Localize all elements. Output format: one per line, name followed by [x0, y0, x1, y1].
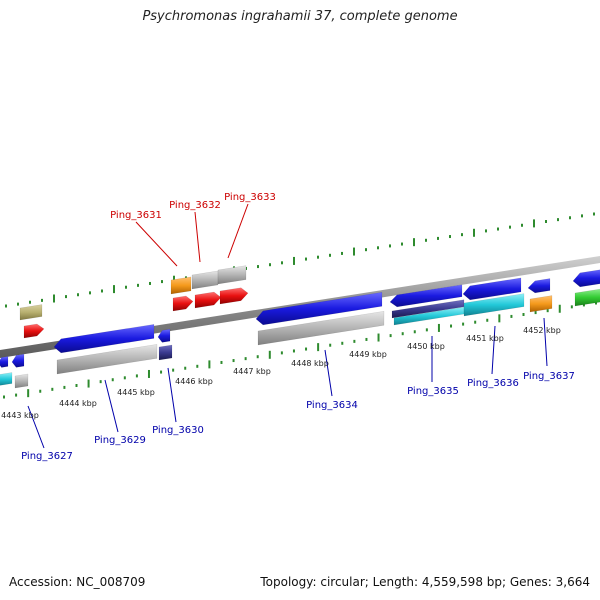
gene-ping-3634[interactable]	[255, 291, 383, 326]
kbp-label: 4448 kbp	[291, 359, 329, 368]
gene-grey-3629[interactable]	[56, 344, 158, 375]
sequence-track: 4443 kbp 4444 kbp 4445 kbp 4446 kbp 4447 kbp…	[0, 192, 600, 462]
leader-line	[135, 221, 178, 267]
leader-line	[227, 203, 249, 259]
kbp-label: 4443 kbp	[1, 411, 39, 420]
gene-ping-3633[interactable]	[217, 265, 247, 285]
gene-label-upper[interactable]: Ping_3633	[224, 192, 276, 203]
gene-cyan-edge[interactable]	[0, 372, 13, 386]
gene-red-3628b[interactable]	[23, 323, 45, 339]
kbp-label: 4444 kbp	[59, 399, 97, 408]
gene-ping-3636[interactable]	[462, 277, 522, 301]
kbp-label: 4451 kbp	[466, 334, 504, 343]
lower-tick-track	[3, 301, 597, 399]
gene-ping-3630[interactable]	[158, 344, 173, 361]
gene-label-lower[interactable]: Ping_3634	[306, 400, 358, 411]
gene-label-lower[interactable]: Ping_3637	[523, 371, 575, 382]
gene-blue-edge[interactable]	[0, 356, 9, 368]
kbp-label: 4450 kbp	[407, 342, 445, 351]
gene-red-3633b[interactable]	[219, 287, 249, 305]
leader-line	[167, 367, 177, 423]
gene-blue-edge-right[interactable]	[572, 269, 600, 288]
kbp-label: 4447 kbp	[233, 367, 271, 376]
gene-label-upper[interactable]: Ping_3631	[110, 210, 162, 221]
gene-label-lower[interactable]: Ping_3629	[94, 435, 146, 446]
genome-summary-text: Topology: circular; Length: 4,559,598 bp…	[260, 575, 590, 589]
kbp-label: 4452 kbp	[523, 326, 561, 335]
kbp-label: 4449 kbp	[349, 350, 387, 359]
gene-red-3631b[interactable]	[172, 295, 194, 312]
gene-ping-3629[interactable]	[53, 324, 155, 354]
gene-ping-3637a[interactable]	[527, 278, 551, 294]
leader-line	[27, 405, 45, 449]
gene-ping-3637[interactable]	[529, 295, 553, 313]
gene-label-lower[interactable]: Ping_3627	[21, 451, 73, 462]
kbp-label: 4445 kbp	[117, 388, 155, 397]
kbp-scale-labels: 4443 kbp 4444 kbp 4445 kbp 4446 kbp 4447 kbp…	[1, 326, 561, 420]
leader-line	[104, 379, 119, 433]
accession-text: Accession: NC_008709	[9, 575, 146, 589]
leader-line	[491, 325, 496, 375]
gene-ping-3632[interactable]	[191, 270, 219, 290]
gene-label-lower[interactable]: Ping_3636	[467, 378, 519, 389]
gene-red-3632b[interactable]	[194, 291, 222, 309]
gene-ping-3627[interactable]	[11, 353, 25, 368]
gene-ping-3631[interactable]	[170, 276, 192, 295]
gene-ping-3635[interactable]	[389, 284, 463, 308]
kbp-label: 4446 kbp	[175, 377, 213, 386]
gene-ping-3630a[interactable]	[157, 328, 171, 343]
leader-line	[543, 317, 548, 367]
gene-features	[0, 265, 600, 389]
gene-cyan-3636[interactable]	[463, 293, 525, 317]
gene-label-lower[interactable]: Ping_3630	[152, 425, 204, 436]
gene-grey-3634[interactable]	[257, 310, 385, 346]
gene-olive-3628[interactable]	[19, 304, 43, 321]
leader-line	[194, 211, 201, 263]
gene-label-upper[interactable]: Ping_3632	[169, 200, 221, 211]
gene-green-edge-right[interactable]	[574, 288, 600, 307]
upper-tick-track	[5, 212, 595, 308]
leader-line	[324, 349, 333, 397]
map-title: Psychromonas ingrahamii 37, complete gen…	[142, 9, 458, 24]
gene-grey-edge[interactable]	[14, 373, 29, 389]
gene-label-lower[interactable]: Ping_3635	[407, 386, 459, 397]
label-leader-lines	[27, 203, 548, 449]
